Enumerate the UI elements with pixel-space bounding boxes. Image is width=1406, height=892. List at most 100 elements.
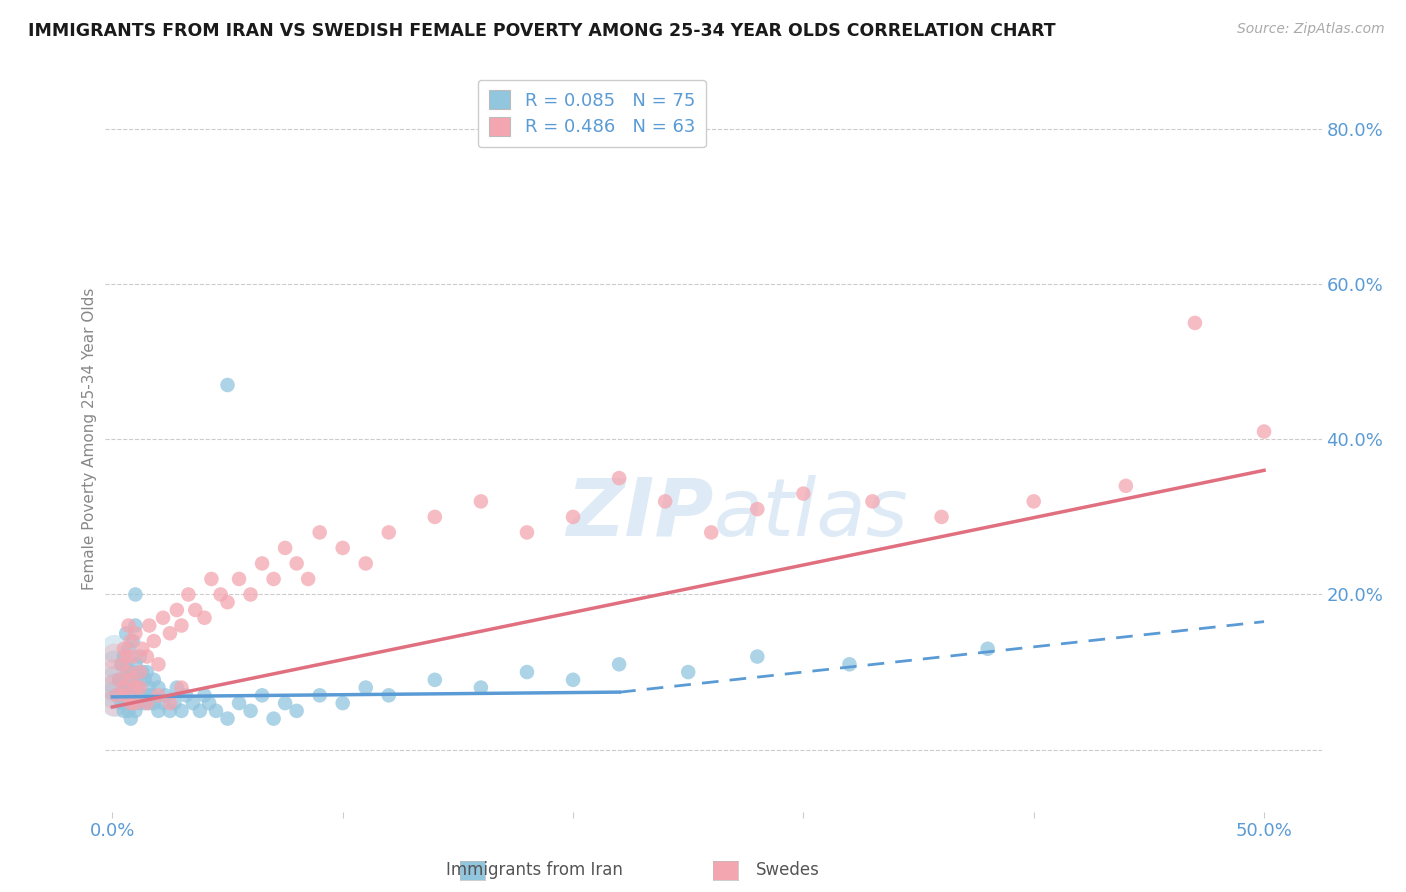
Point <box>131 641 153 656</box>
Point <box>174 689 197 703</box>
Point <box>104 681 127 695</box>
Point <box>332 696 354 710</box>
Point <box>112 649 135 664</box>
Point <box>120 696 142 710</box>
Point <box>104 696 127 710</box>
Point <box>209 587 232 601</box>
Point <box>122 665 145 679</box>
Point <box>263 572 285 586</box>
Point <box>747 502 769 516</box>
Point <box>120 634 142 648</box>
Point <box>124 657 146 672</box>
Point <box>470 494 492 508</box>
Text: ZIP: ZIP <box>567 475 713 553</box>
Point <box>1184 316 1206 330</box>
Point <box>200 572 222 586</box>
Point <box>184 603 207 617</box>
Point <box>250 689 273 703</box>
Point <box>607 471 630 485</box>
Point <box>115 649 138 664</box>
Point <box>170 681 193 695</box>
Point <box>115 673 138 687</box>
Point <box>217 378 239 392</box>
Point <box>124 587 146 601</box>
Point <box>135 689 157 703</box>
Point <box>250 557 273 571</box>
Point <box>148 681 170 695</box>
Point <box>152 696 174 710</box>
Point <box>134 696 156 710</box>
Point <box>166 603 188 617</box>
Point <box>129 696 152 710</box>
Point <box>205 704 228 718</box>
Point <box>159 704 181 718</box>
Point <box>198 696 221 710</box>
Point <box>297 572 319 586</box>
Point <box>862 494 884 508</box>
Point <box>177 587 200 601</box>
Point <box>1253 425 1275 439</box>
Point <box>142 696 165 710</box>
Text: Immigrants from Iran: Immigrants from Iran <box>446 861 623 879</box>
Point <box>152 611 174 625</box>
Point <box>112 681 135 695</box>
Point <box>193 611 215 625</box>
Point <box>124 681 146 695</box>
Point <box>122 649 145 664</box>
Point <box>239 704 262 718</box>
Point <box>142 673 165 687</box>
Point <box>115 657 138 672</box>
Point <box>170 618 193 632</box>
Point <box>120 673 142 687</box>
Point <box>124 626 146 640</box>
Point <box>163 696 186 710</box>
Point <box>285 704 308 718</box>
Point <box>976 641 998 656</box>
Point <box>135 696 157 710</box>
Point <box>516 525 538 540</box>
Point <box>170 704 193 718</box>
Point <box>115 689 138 703</box>
Point <box>105 689 128 703</box>
Point <box>676 665 699 679</box>
Point <box>122 696 145 710</box>
Point <box>112 641 135 656</box>
Text: Source: ZipAtlas.com: Source: ZipAtlas.com <box>1237 22 1385 37</box>
Point <box>138 696 160 710</box>
Point <box>1022 494 1045 508</box>
Point <box>104 689 127 703</box>
Point <box>562 673 585 687</box>
Point <box>138 681 160 695</box>
Point <box>148 689 170 703</box>
Point <box>131 689 153 703</box>
Point <box>285 557 308 571</box>
Point <box>129 665 152 679</box>
Point <box>148 704 170 718</box>
Point <box>838 657 860 672</box>
Point <box>1115 479 1137 493</box>
Point <box>120 673 142 687</box>
Point <box>274 541 297 555</box>
Point <box>516 665 538 679</box>
Point <box>104 641 127 656</box>
Point <box>104 696 127 710</box>
Point <box>354 681 377 695</box>
Point <box>193 689 215 703</box>
Point <box>332 541 354 555</box>
Point <box>239 587 262 601</box>
Text: IMMIGRANTS FROM IRAN VS SWEDISH FEMALE POVERTY AMONG 25-34 YEAR OLDS CORRELATION: IMMIGRANTS FROM IRAN VS SWEDISH FEMALE P… <box>28 22 1056 40</box>
Point <box>228 572 250 586</box>
Point <box>308 525 330 540</box>
Text: atlas: atlas <box>713 475 908 553</box>
Y-axis label: Female Poverty Among 25-34 Year Olds: Female Poverty Among 25-34 Year Olds <box>82 288 97 591</box>
Point <box>129 681 152 695</box>
Point <box>117 704 139 718</box>
Point <box>308 689 330 703</box>
Point <box>562 509 585 524</box>
Point <box>217 595 239 609</box>
Point <box>104 673 127 687</box>
Point <box>117 618 139 632</box>
Point <box>159 626 181 640</box>
Point <box>607 657 630 672</box>
Point <box>155 689 177 703</box>
